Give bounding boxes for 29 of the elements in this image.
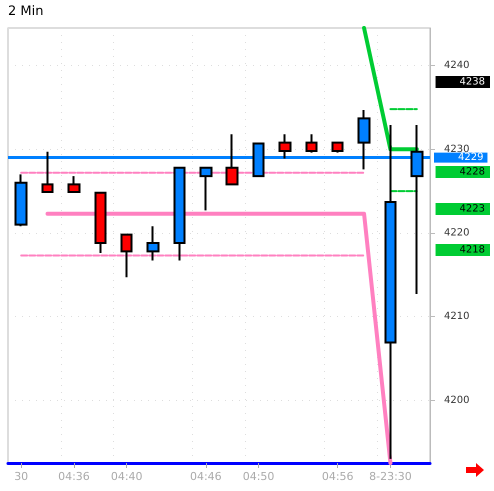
text: 4238 bbox=[460, 76, 486, 88]
candlestick bbox=[146, 225, 160, 262]
candlestick bbox=[42, 150, 54, 194]
y-tick-label: 4220 bbox=[444, 227, 470, 238]
candlestick bbox=[332, 142, 344, 154]
candlestick bbox=[94, 192, 106, 254]
candlestick bbox=[226, 133, 238, 186]
text: 4218 bbox=[460, 244, 486, 256]
x-tick-label: 04:40 bbox=[110, 470, 143, 483]
candlestick bbox=[14, 173, 28, 228]
x-tick-label: 04:36 bbox=[58, 470, 90, 483]
candlestick bbox=[278, 133, 292, 160]
candlestick bbox=[200, 166, 212, 212]
x-tick-label: 30 bbox=[14, 470, 28, 483]
y-tick-label: 4210 bbox=[444, 311, 470, 322]
candlestick bbox=[120, 234, 132, 278]
candlestick bbox=[174, 166, 186, 262]
x-tick-label: 8-23:30 bbox=[369, 470, 412, 483]
y-tick-label: 4200 bbox=[444, 394, 470, 406]
chart-title: 2 Min bbox=[8, 4, 44, 19]
candlestick bbox=[68, 175, 80, 194]
text: 4223 bbox=[460, 204, 486, 214]
text: 4228 bbox=[460, 166, 486, 178]
x-tick-label: 04:50 bbox=[242, 470, 274, 483]
ref-line-label: 4229 bbox=[458, 152, 484, 164]
x-tick-label: 04:46 bbox=[190, 470, 222, 483]
y-tick-label: 4240 bbox=[444, 60, 470, 72]
x-tick-label: 04:56 bbox=[322, 470, 354, 483]
candlestick bbox=[306, 133, 318, 154]
